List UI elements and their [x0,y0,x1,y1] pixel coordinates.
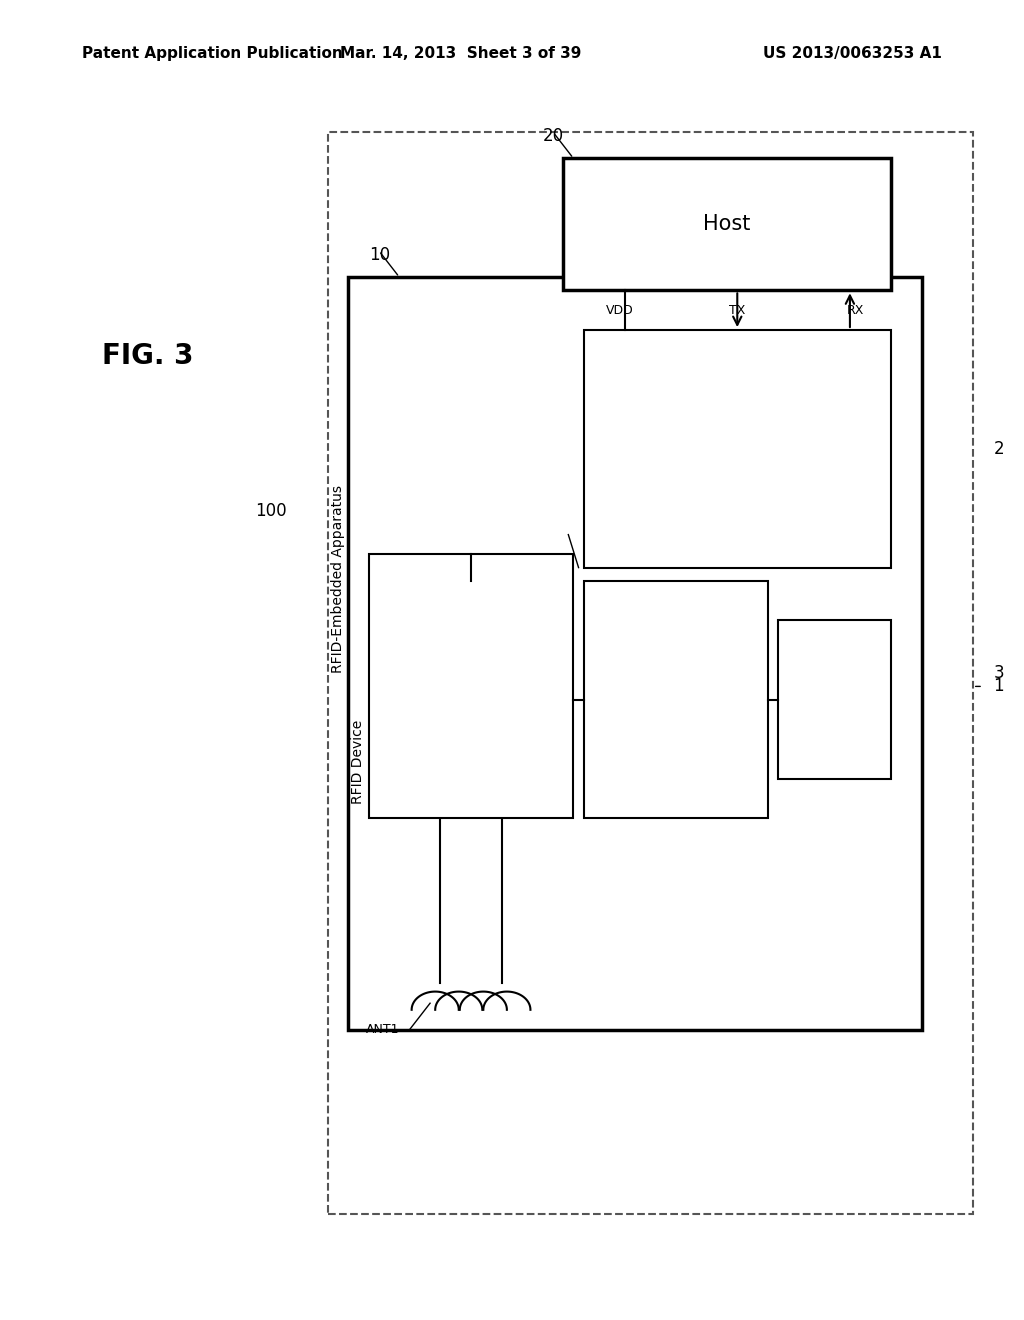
Text: 4: 4 [553,556,563,574]
Text: 3: 3 [993,664,1004,682]
Text: Contactless: Contactless [431,653,511,667]
Text: IF: IF [465,706,477,719]
Text: 10: 10 [369,246,390,264]
Text: RFID-Embedded Apparatus: RFID-Embedded Apparatus [331,486,345,673]
FancyBboxPatch shape [584,581,768,818]
Text: Host: Host [703,214,751,235]
Text: Patent Application Publication: Patent Application Publication [82,46,343,61]
Text: Processing: Processing [642,686,710,700]
Text: US 2013/0063253 A1: US 2013/0063253 A1 [763,46,942,61]
Text: Command: Command [644,653,708,667]
FancyBboxPatch shape [348,277,922,1030]
Text: 20: 20 [543,127,564,145]
Text: TX: TX [729,304,745,317]
FancyBboxPatch shape [584,330,891,568]
Text: RX: RX [847,304,863,317]
Text: Mar. 14, 2013  Sheet 3 of 39: Mar. 14, 2013 Sheet 3 of 39 [340,46,582,61]
Text: 100: 100 [255,502,287,520]
FancyBboxPatch shape [563,158,891,290]
Text: IF: IF [731,469,743,482]
Text: Unit: Unit [664,722,688,735]
Text: Memory: Memory [809,693,860,706]
Text: FIG. 3: FIG. 3 [102,342,194,371]
FancyBboxPatch shape [369,554,573,818]
Text: 2: 2 [993,440,1004,458]
Text: RFID Device: RFID Device [351,719,366,804]
Text: ANT1: ANT1 [366,1023,399,1036]
FancyBboxPatch shape [778,620,891,779]
Text: 1: 1 [993,677,1004,696]
Text: VDD: VDD [605,304,634,317]
Text: Contact: Contact [711,416,764,429]
